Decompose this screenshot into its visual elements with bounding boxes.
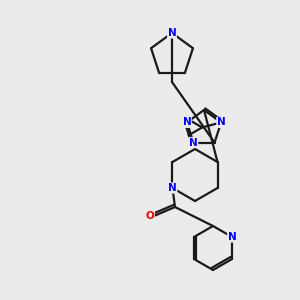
Text: N: N xyxy=(217,117,226,128)
Text: N: N xyxy=(168,28,176,38)
Text: N: N xyxy=(182,117,191,128)
Text: N: N xyxy=(189,138,198,148)
Text: O: O xyxy=(146,211,154,221)
Text: N: N xyxy=(168,183,177,193)
Text: N: N xyxy=(228,232,236,242)
